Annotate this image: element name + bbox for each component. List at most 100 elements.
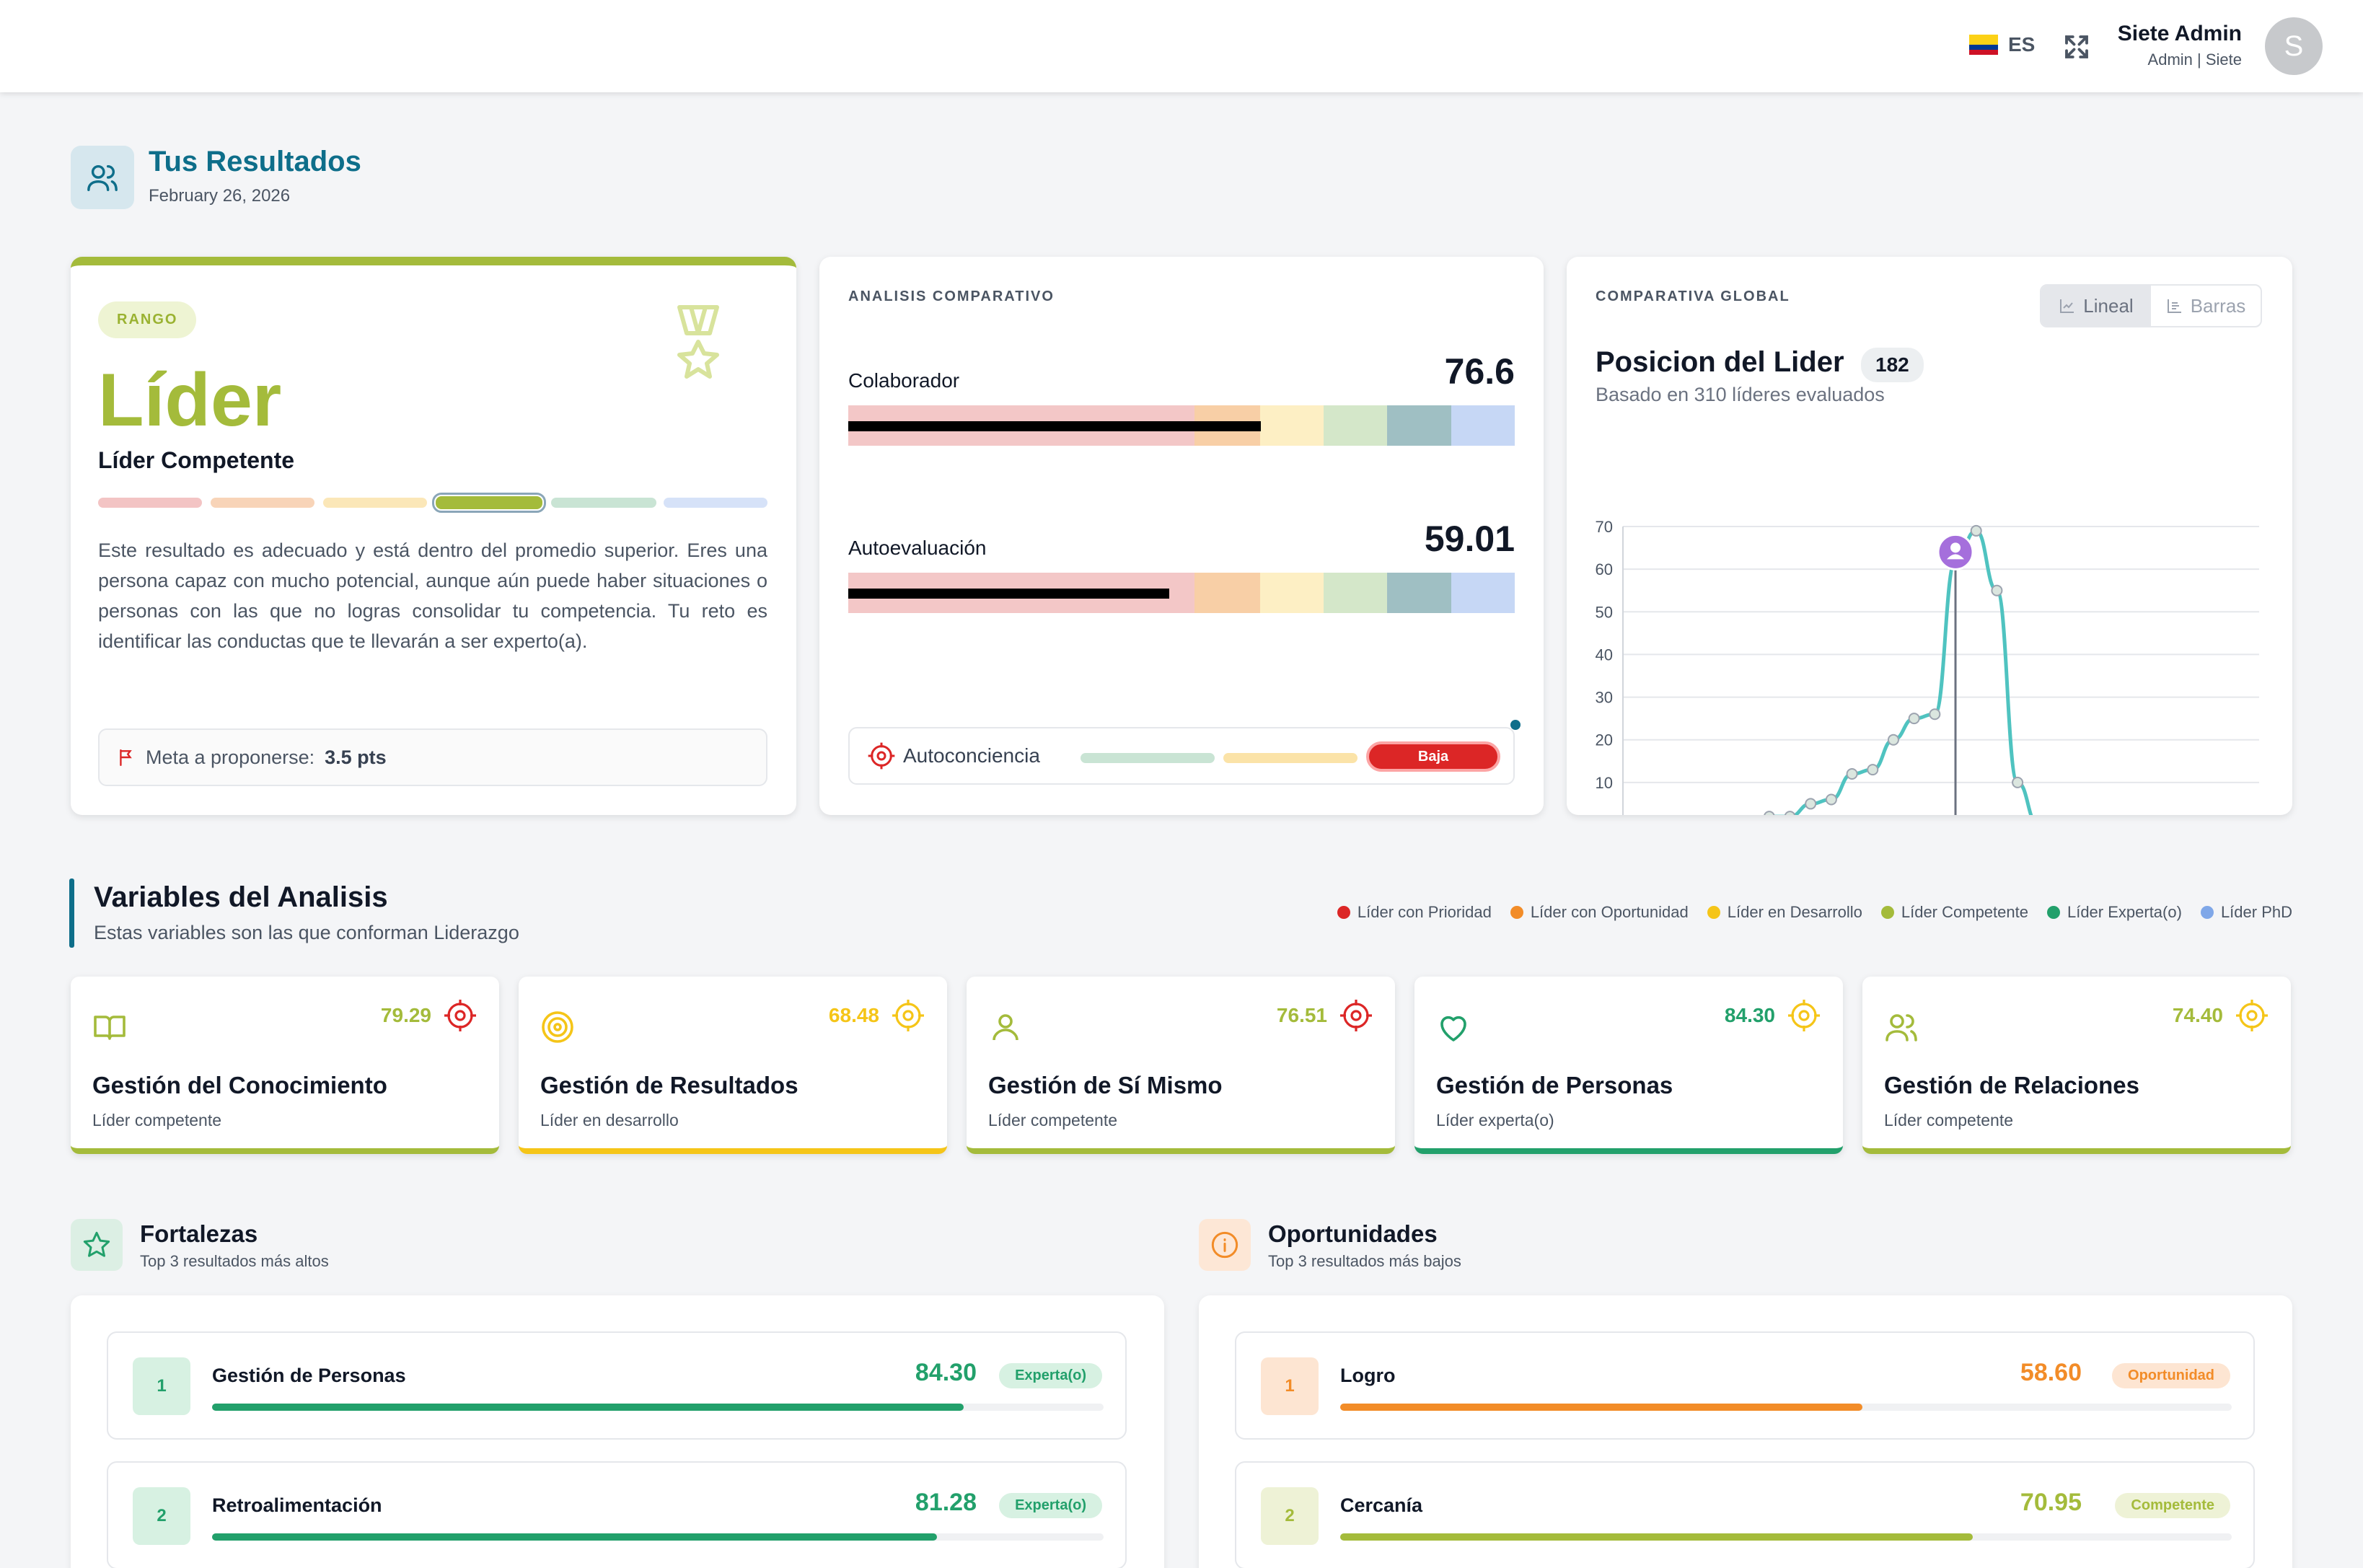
progress-track — [212, 1404, 1104, 1411]
list-item[interactable]: 2 Cercanía 70.95 Competente — [1235, 1461, 2255, 1568]
target-icon — [542, 1011, 573, 1043]
legend-dot — [2200, 906, 2214, 919]
data-point — [1805, 798, 1817, 810]
fortalezas-card: 1 Gestión de Personas 84.30 Experta(o) 2… — [71, 1295, 1164, 1568]
fortalezas-subtitle: Top 3 resultados más altos — [140, 1252, 329, 1270]
data-point — [1764, 811, 1775, 815]
progress-fill — [1340, 1533, 1973, 1541]
autoconciencia-label: Autoconciencia — [903, 744, 1040, 767]
oportunidades-card: 1 Logro 58.60 Oportunidad 2 Cercanía 70.… — [1199, 1295, 2292, 1568]
variable-card-personas[interactable]: 84.30 Gestión de Personas Líder experta(… — [1414, 977, 1843, 1154]
self-awareness-badge-icon — [892, 1000, 924, 1031]
self-awareness-badge-icon — [444, 1000, 476, 1031]
item-name: Gestión de Personas — [212, 1365, 406, 1386]
legend-dot — [1510, 906, 1523, 919]
variable-level: Líder competente — [92, 1111, 222, 1129]
rank-badge: 2 — [1261, 1487, 1319, 1545]
item-tag: Experta(o) — [999, 1363, 1102, 1388]
user-role: Admin | Siete — [2147, 50, 2242, 69]
variable-card-relaciones[interactable]: 74.40 Gestión de Relaciones Líder compet… — [1862, 977, 2291, 1154]
y-tick-label: 50 — [1596, 603, 1613, 621]
comparativa-global-card: COMPARATIVA GLOBAL Lineal Barras Posicio… — [1567, 257, 2292, 815]
series-line — [1766, 529, 2033, 815]
bar-chart-icon — [2167, 299, 2181, 313]
y-tick-label: 20 — [1596, 731, 1613, 749]
level-segment-experta — [551, 498, 656, 508]
variable-card-resultados[interactable]: 68.48 Gestión de Resultados Líder en des… — [519, 977, 947, 1154]
autoconciencia-segment-alta — [1081, 753, 1215, 763]
language-selector[interactable]: ES — [1969, 33, 2035, 56]
rango-level-scale — [98, 493, 767, 513]
self-awareness-icon — [868, 742, 895, 770]
autoevaluacion-scale — [848, 573, 1515, 613]
variables-legend: Líder con Prioridad Líder con Oportunida… — [1337, 903, 2292, 922]
level-segment-prioridad — [98, 498, 202, 508]
fullscreen-icon[interactable] — [2061, 32, 2092, 62]
item-tag: Competente — [2115, 1493, 2230, 1518]
toggle-barras-label: Barras — [2190, 294, 2246, 317]
meta-label: Meta a proponerse: — [146, 746, 315, 768]
global-count-badge: 182 — [1861, 348, 1924, 382]
user-info[interactable]: Siete Admin Admin | Siete — [2118, 22, 2242, 69]
section-accent — [69, 878, 74, 948]
progress-track — [1340, 1533, 2232, 1541]
meta-box: Meta a proponerse: 3.5 pts — [98, 728, 767, 786]
toggle-barras[interactable]: Barras — [2151, 286, 2261, 326]
variable-name: Gestión de Relaciones — [1884, 1072, 2139, 1098]
data-point — [2012, 776, 2024, 788]
variable-score: 74.40 — [2172, 1004, 2223, 1026]
legend-item: Líder con Prioridad — [1337, 903, 1492, 922]
rango-card: RANGO Líder Líder Competente Este result… — [71, 257, 796, 815]
variables-subtitle: Estas variables son las que conforman Li… — [94, 922, 519, 943]
variable-level: Líder competente — [1884, 1111, 2014, 1129]
list-item[interactable]: 1 Gestión de Personas 84.30 Experta(o) — [107, 1331, 1127, 1440]
progress-fill — [212, 1533, 937, 1541]
colaborador-value: 76.6 — [1444, 351, 1515, 392]
variable-card-conocimiento[interactable]: 79.29 Gestión del Conocimiento Líder com… — [71, 977, 499, 1154]
variable-score: 76.51 — [1276, 1004, 1327, 1026]
item-tag: Oportunidad — [2112, 1363, 2230, 1388]
y-tick-label: 70 — [1596, 518, 1613, 536]
legend-dot — [1337, 906, 1350, 919]
item-score: 58.60 — [2020, 1359, 2082, 1386]
list-item[interactable]: 1 Logro 58.60 Oportunidad — [1235, 1331, 2255, 1440]
legend-item: Líder con Oportunidad — [1510, 903, 1689, 922]
variable-score: 79.29 — [380, 1004, 431, 1026]
level-segment-oportunidad — [211, 498, 314, 508]
toggle-lineal-label: Lineal — [2083, 294, 2134, 317]
autoconciencia-level-pill: Baja — [1366, 741, 1500, 772]
info-icon — [1199, 1219, 1251, 1271]
data-point — [1970, 524, 1982, 537]
chart-type-toggle: Lineal Barras — [2040, 284, 2262, 327]
variable-level: Líder experta(o) — [1436, 1111, 1554, 1129]
item-score: 70.95 — [2020, 1489, 2082, 1516]
avatar[interactable]: S — [2265, 17, 2323, 75]
rank-badge: 1 — [133, 1357, 190, 1415]
users-icon — [1885, 1014, 1917, 1041]
y-tick-label: 30 — [1596, 689, 1613, 707]
fortalezas-title: Fortalezas — [140, 1220, 258, 1247]
data-point — [1887, 734, 1899, 746]
book-icon — [94, 1016, 126, 1040]
variable-level: Líder competente — [988, 1111, 1118, 1129]
indicator-dot — [1510, 720, 1521, 730]
y-tick-label: 60 — [1596, 560, 1613, 578]
rango-title: Líder — [98, 358, 282, 442]
leader-avatar-head — [1950, 542, 1961, 553]
variable-card-si-mismo[interactable]: 76.51 Gestión de Sí Mismo Líder competen… — [967, 977, 1395, 1154]
global-position-chart: 010203040506070 — [1596, 518, 2259, 815]
item-score: 84.30 — [915, 1359, 977, 1386]
autoconciencia-box: Autoconciencia Baja — [848, 727, 1515, 785]
rango-badge: RANGO — [98, 301, 197, 338]
y-tick-label: 40 — [1596, 646, 1613, 664]
leader-avatar-body — [1947, 554, 1965, 560]
level-segment-competente-active — [432, 493, 546, 513]
level-segment-phd — [664, 498, 767, 508]
toggle-lineal[interactable]: Lineal — [2041, 286, 2151, 326]
list-item[interactable]: 2 Retroalimentación 81.28 Experta(o) — [107, 1461, 1127, 1568]
oportunidades-subtitle: Top 3 resultados más bajos — [1268, 1252, 1461, 1270]
oportunidades-title: Oportunidades — [1268, 1220, 1438, 1247]
flag-icon — [120, 749, 132, 767]
data-point — [1908, 713, 1920, 725]
top-bar: ES Siete Admin Admin | Siete S — [0, 0, 2363, 92]
